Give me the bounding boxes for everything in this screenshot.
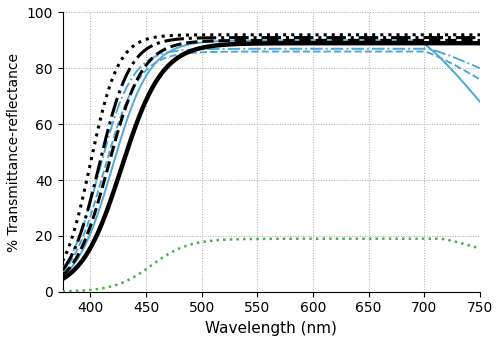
X-axis label: Wavelength (nm): Wavelength (nm): [206, 321, 337, 336]
Y-axis label: % Transmittance-reflectance: % Transmittance-reflectance: [7, 52, 21, 252]
